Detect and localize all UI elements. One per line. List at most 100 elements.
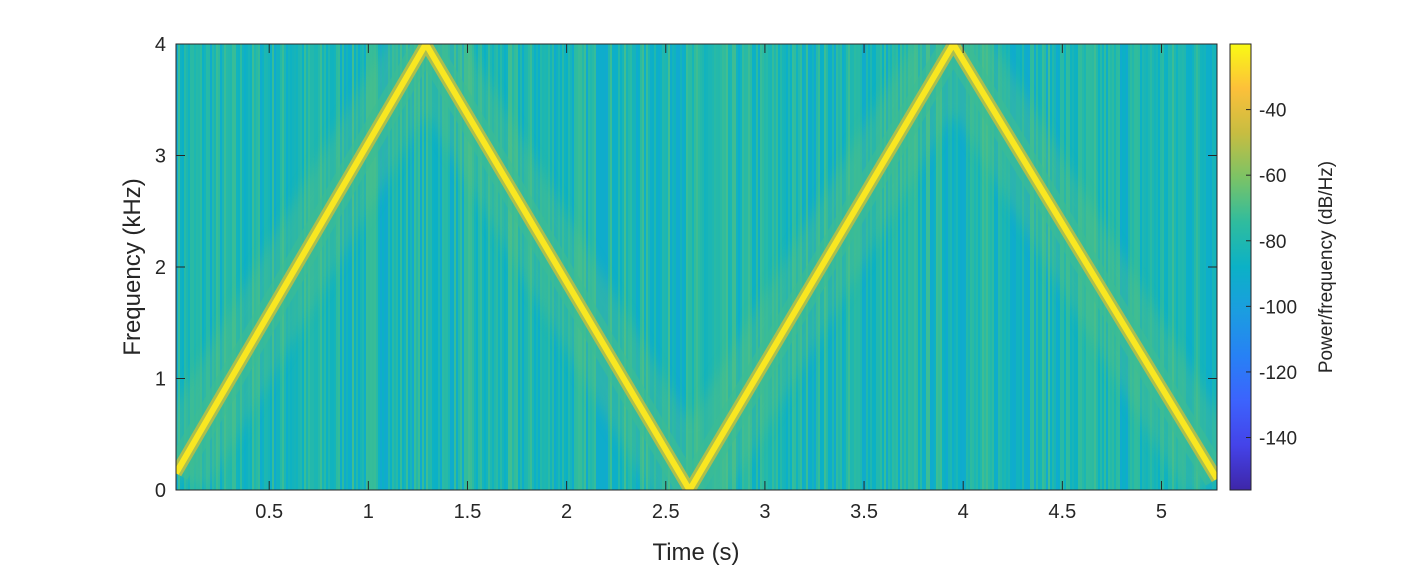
noise-stripe: [242, 44, 244, 490]
noise-stripe: [960, 44, 962, 490]
x-tick-label: 4: [958, 501, 969, 523]
noise-stripe: [874, 44, 876, 490]
noise-stripe: [1162, 44, 1164, 490]
noise-stripe: [700, 44, 702, 490]
noise-stripe: [1016, 44, 1018, 490]
noise-stripe: [1030, 44, 1032, 490]
noise-stripe: [464, 44, 466, 490]
noise-stripe: [428, 44, 430, 490]
noise-stripe: [706, 44, 708, 490]
noise-stripe: [434, 44, 436, 490]
noise-stripe: [1198, 44, 1200, 490]
noise-stripe: [1024, 44, 1026, 490]
noise-stripe: [250, 44, 252, 490]
noise-stripe: [762, 44, 764, 490]
noise-stripe: [1002, 44, 1004, 490]
noise-stripe: [1170, 44, 1172, 490]
noise-stripe: [388, 44, 390, 490]
noise-stripe: [1028, 44, 1030, 490]
noise-stripe: [1032, 44, 1034, 490]
noise-stripe: [248, 44, 250, 490]
noise-stripe: [644, 44, 646, 490]
noise-stripe: [726, 44, 728, 490]
chirp-ridge: [176, 44, 1217, 490]
noise-stripe: [962, 44, 964, 490]
noise-stripe: [400, 44, 402, 490]
noise-stripe: [338, 44, 340, 490]
y-tick-label: 4: [155, 34, 166, 56]
noise-stripe: [978, 44, 980, 490]
noise-stripe: [714, 44, 716, 490]
noise-stripe: [996, 44, 998, 490]
noise-stripe: [914, 44, 916, 490]
noise-stripe: [366, 44, 368, 490]
noise-stripe: [424, 44, 426, 490]
noise-stripe: [422, 44, 424, 490]
noise-stripe: [766, 44, 768, 490]
noise-stripe: [646, 44, 648, 490]
noise-stripe: [370, 44, 372, 490]
noise-stripe: [1130, 44, 1132, 490]
noise-stripe: [484, 44, 486, 490]
noise-stripe: [904, 44, 906, 490]
noise-stripe: [1134, 44, 1136, 490]
noise-stripe: [1004, 44, 1006, 490]
noise-stripe: [1150, 44, 1152, 490]
noise-stripe: [344, 44, 346, 490]
noise-stripe: [386, 44, 388, 490]
noise-stripe: [1156, 44, 1158, 490]
noise-stripe: [634, 44, 636, 490]
noise-stripe: [368, 44, 370, 490]
x-tick-label: 5: [1156, 501, 1167, 523]
noise-stripe: [1196, 44, 1198, 490]
colorbar-tick-label: -120: [1259, 363, 1297, 384]
noise-stripe: [1190, 44, 1192, 490]
noise-stripe: [920, 44, 922, 490]
colorbar-tick-label: -40: [1259, 101, 1286, 122]
noise-stripe: [1034, 44, 1036, 490]
noise-stripe: [350, 44, 352, 490]
noise-stripe: [1014, 44, 1016, 490]
noise-stripe: [770, 44, 772, 490]
noise-stripe: [650, 44, 652, 490]
noise-stripe: [672, 44, 674, 490]
noise-stripe: [1182, 44, 1184, 490]
x-tick-label: 3: [759, 501, 770, 523]
noise-stripe: [1192, 44, 1194, 490]
noise-stripe: [1176, 44, 1178, 490]
x-tick-label: 1: [363, 501, 374, 523]
noise-stripe: [940, 44, 942, 490]
noise-stripe: [872, 44, 874, 490]
noise-stripe: [890, 44, 892, 490]
noise-stripe: [1020, 44, 1022, 490]
noise-stripe: [364, 44, 366, 490]
noise-stripe: [240, 44, 242, 490]
noise-stripe: [976, 44, 978, 490]
noise-stripe: [352, 44, 354, 490]
noise-stripe: [254, 44, 256, 490]
noise-stripe: [630, 44, 632, 490]
noise-stripe: [210, 44, 212, 490]
colorbar-tick-label: -100: [1259, 297, 1297, 318]
noise-stripe: [1036, 44, 1038, 490]
noise-stripe: [440, 44, 442, 490]
x-tick-label: 2: [561, 501, 572, 523]
x-axis: 0.5 1 1.5 2 2.5 3 3.5 4 4.5 5: [255, 44, 1167, 523]
noise-stripe: [220, 44, 222, 490]
noise-stripe: [486, 44, 488, 490]
colorbar-tick-label: -80: [1259, 232, 1286, 253]
noise-stripe: [234, 44, 236, 490]
noise-stripe: [656, 44, 658, 490]
noise-stripe: [378, 44, 380, 490]
noise-stripe: [612, 44, 614, 490]
noise-stripe: [712, 44, 714, 490]
noise-stripe: [394, 44, 396, 490]
noise-stripe: [420, 44, 422, 490]
noise-stripe: [462, 44, 464, 490]
colorbar: -40 -60 -80 -100 -120 -140 Power/frequency (d…: [1229, 43, 1337, 491]
noise-stripe: [1148, 44, 1150, 490]
noise-stripe: [610, 44, 612, 490]
noise-stripe: [682, 44, 684, 490]
noise-stripe: [758, 44, 760, 490]
noise-stripe: [678, 44, 680, 490]
